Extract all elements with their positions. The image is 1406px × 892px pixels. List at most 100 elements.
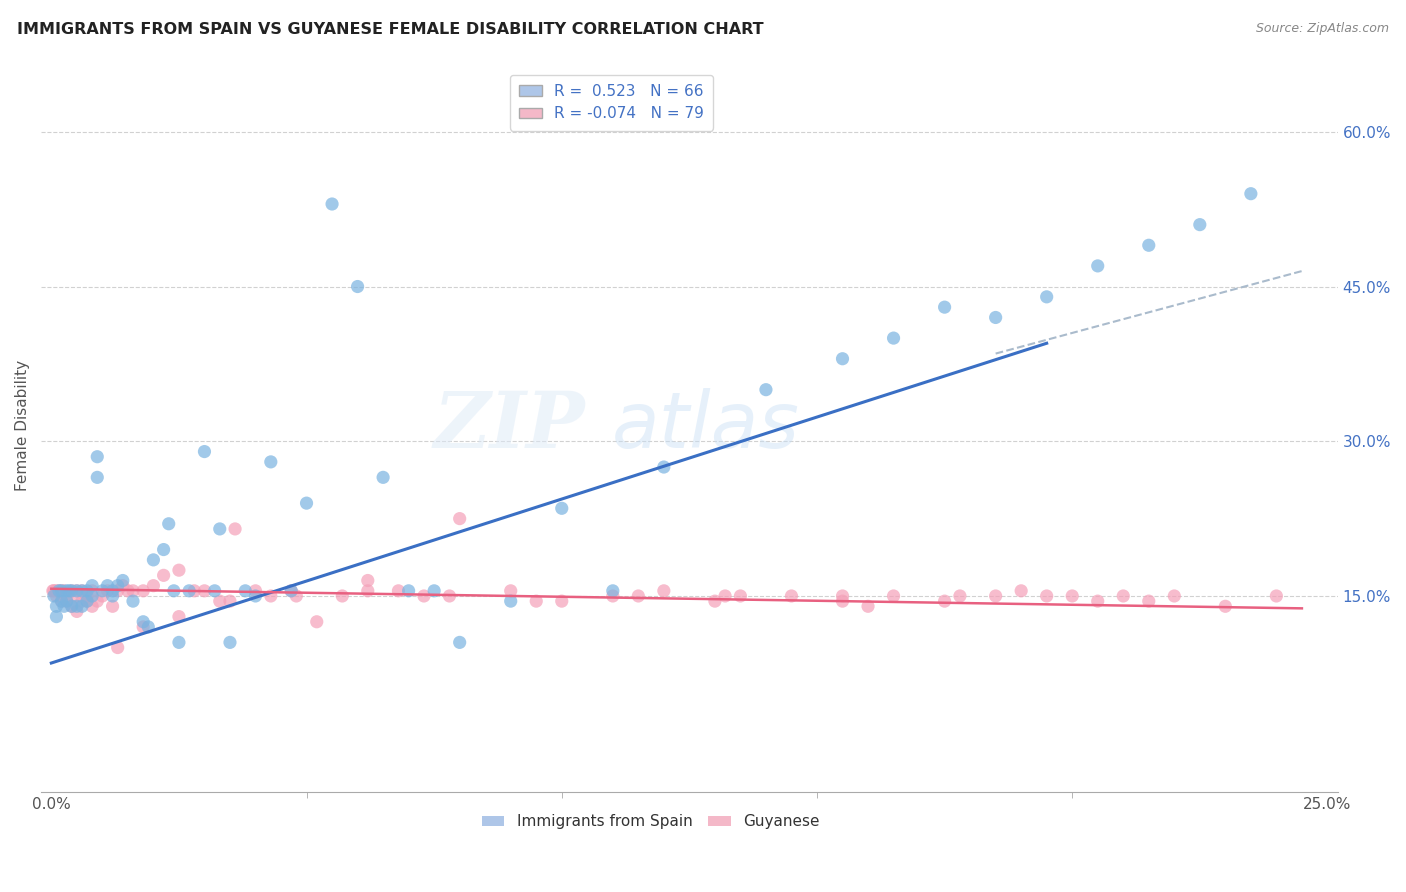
Point	[96, 583, 118, 598]
Point	[55, 594, 77, 608]
Point	[193, 444, 215, 458]
Point	[949, 589, 972, 603]
Point	[346, 279, 368, 293]
Point	[107, 640, 129, 655]
Point	[42, 589, 65, 603]
Point	[856, 599, 879, 614]
Point	[51, 594, 73, 608]
Point	[48, 583, 70, 598]
Text: ZIP: ZIP	[434, 387, 586, 464]
Point	[1163, 589, 1185, 603]
Point	[780, 589, 803, 603]
Point	[122, 583, 145, 598]
Point	[883, 589, 905, 603]
Point	[107, 579, 129, 593]
Point	[652, 460, 675, 475]
Point	[66, 599, 89, 614]
Point	[602, 583, 624, 598]
Point	[439, 589, 461, 603]
Point	[245, 589, 267, 603]
Point	[387, 583, 409, 598]
Point	[831, 594, 853, 608]
Point	[51, 583, 73, 598]
Point	[1087, 259, 1109, 273]
Point	[357, 583, 380, 598]
Point	[70, 594, 93, 608]
Point	[167, 635, 190, 649]
Point	[1035, 290, 1057, 304]
Point	[883, 331, 905, 345]
Point	[1215, 599, 1237, 614]
Point	[111, 574, 134, 588]
Point	[76, 583, 98, 598]
Point	[179, 583, 201, 598]
Point	[53, 583, 76, 598]
Point	[76, 594, 98, 608]
Point	[55, 589, 77, 603]
Point	[321, 197, 343, 211]
Point	[101, 589, 124, 603]
Point	[45, 583, 67, 598]
Point	[652, 583, 675, 598]
Point	[132, 583, 155, 598]
Point	[82, 583, 104, 598]
Point	[76, 594, 98, 608]
Point	[703, 594, 725, 608]
Point	[1137, 238, 1160, 252]
Point	[163, 583, 186, 598]
Point	[66, 583, 89, 598]
Point	[70, 583, 93, 598]
Point	[224, 522, 246, 536]
Point	[107, 583, 129, 598]
Point	[1062, 589, 1084, 603]
Point	[132, 620, 155, 634]
Point	[1137, 594, 1160, 608]
Point	[91, 589, 114, 603]
Point	[260, 455, 283, 469]
Point	[499, 594, 522, 608]
Point	[219, 594, 242, 608]
Point	[183, 583, 205, 598]
Point	[1265, 589, 1288, 603]
Point	[280, 583, 302, 598]
Point	[167, 609, 190, 624]
Point	[449, 635, 471, 649]
Text: atlas: atlas	[612, 388, 800, 464]
Point	[984, 589, 1007, 603]
Point	[70, 599, 93, 614]
Point	[42, 583, 65, 598]
Point	[551, 594, 574, 608]
Point	[167, 563, 190, 577]
Point	[219, 635, 242, 649]
Point	[305, 615, 328, 629]
Point	[208, 522, 231, 536]
Point	[60, 599, 83, 614]
Point	[831, 351, 853, 366]
Point	[413, 589, 436, 603]
Point	[66, 589, 89, 603]
Point	[730, 589, 752, 603]
Point	[1010, 583, 1032, 598]
Point	[142, 579, 165, 593]
Point	[357, 574, 380, 588]
Point	[82, 599, 104, 614]
Point	[233, 583, 256, 598]
Point	[122, 594, 145, 608]
Point	[371, 470, 394, 484]
Point	[60, 599, 83, 614]
Point	[86, 594, 108, 608]
Point	[86, 450, 108, 464]
Point	[51, 594, 73, 608]
Point	[48, 583, 70, 598]
Point	[82, 589, 104, 603]
Point	[551, 501, 574, 516]
Point	[208, 594, 231, 608]
Point	[398, 583, 420, 598]
Point	[66, 604, 89, 618]
Point	[117, 583, 139, 598]
Point	[45, 589, 67, 603]
Point	[295, 496, 318, 510]
Point	[42, 583, 65, 598]
Point	[96, 579, 118, 593]
Point	[260, 589, 283, 603]
